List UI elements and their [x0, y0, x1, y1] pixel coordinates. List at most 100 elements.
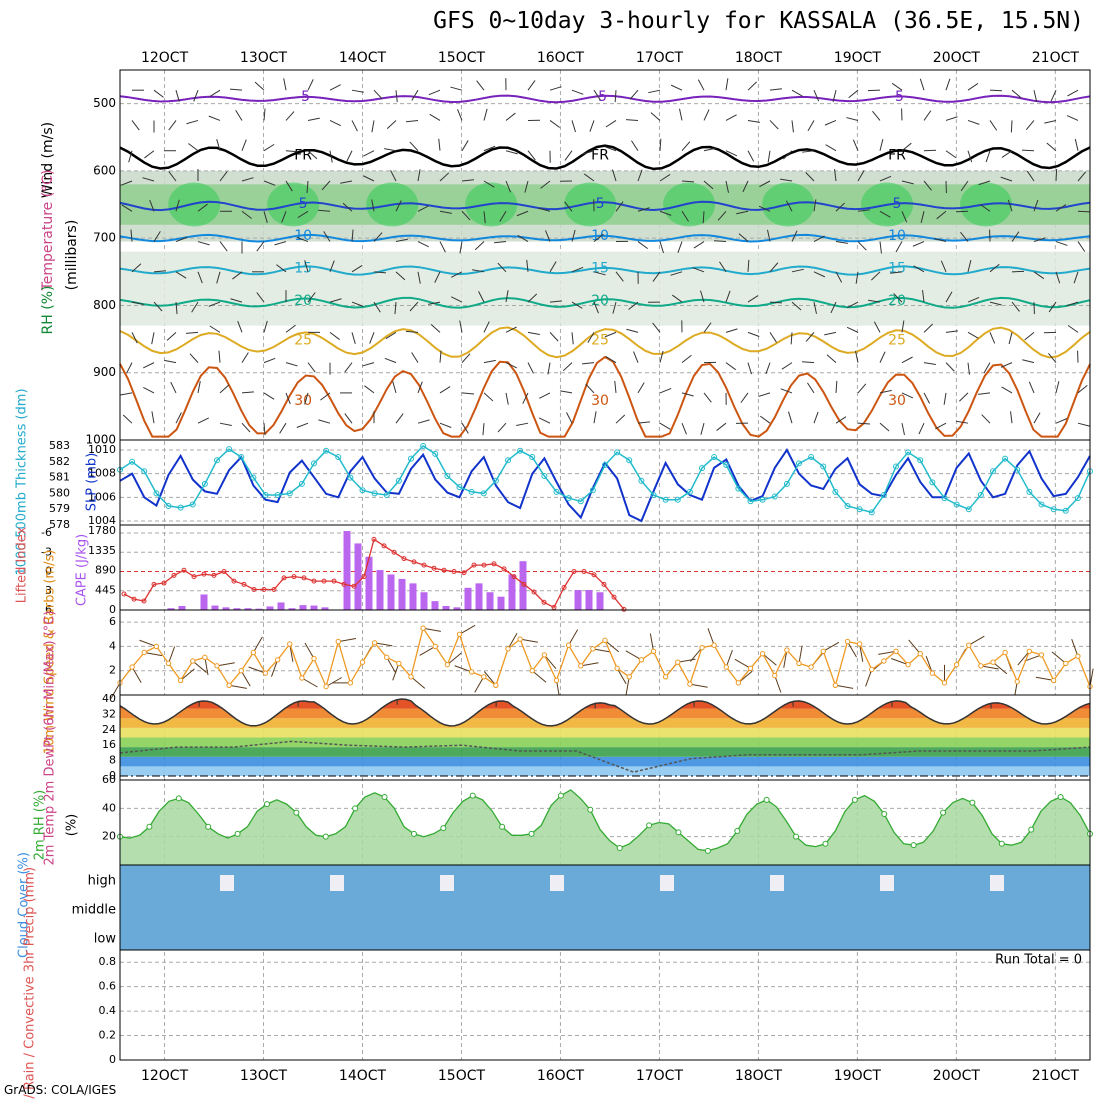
- cape-bar: [431, 601, 439, 610]
- wind-barb: [476, 80, 485, 91]
- wind-barb-10m: [616, 668, 627, 685]
- wind-barb: [1028, 381, 1035, 394]
- top-date-label: 21OCT: [1032, 50, 1080, 66]
- cape-bar: [288, 608, 296, 610]
- lifted-index-marker: [411, 559, 417, 565]
- wind-barb: [872, 110, 881, 121]
- wind-barb: [681, 180, 695, 183]
- wind-barb: [321, 180, 331, 191]
- wind-barb: [142, 362, 155, 369]
- thickness-line: [119, 445, 1091, 514]
- wind-barb: [659, 422, 671, 430]
- top-date-label: 16OCT: [537, 50, 585, 66]
- temp-tick-label: 40: [102, 692, 116, 705]
- cape-bar: [277, 602, 285, 610]
- wind-barb: [846, 326, 859, 333]
- li-tick-label: 3: [45, 584, 52, 597]
- thickness-marker: [977, 491, 984, 498]
- wind-barb: [241, 391, 254, 394]
- wind-barb: [505, 112, 516, 121]
- rh-marker: [528, 830, 535, 837]
- wind-barb: [571, 332, 574, 345]
- wind-barb: [241, 422, 251, 433]
- wind-barb: [791, 120, 794, 133]
- wind-barb: [219, 422, 232, 426]
- wind-barb: [306, 180, 309, 193]
- contour-label: 15: [888, 260, 906, 276]
- chart-title: GFS 0~10day 3-hourly for KASSALA (36.5E,…: [433, 8, 1084, 34]
- temp-tick-label: 16: [102, 738, 116, 751]
- li-tick-label: -6: [41, 526, 52, 539]
- wind-barb: [835, 416, 847, 424]
- wind-barb: [918, 422, 925, 435]
- thickness-marker: [311, 460, 317, 467]
- temp-color-band: [120, 737, 1090, 748]
- wind-barb: [936, 210, 947, 220]
- wind-barb: [922, 290, 925, 303]
- rh-marker: [704, 847, 711, 854]
- wind-barb: [659, 350, 664, 363]
- wind-barb: [747, 331, 760, 337]
- wind-barb: [1077, 384, 1088, 394]
- thickness-marker: [723, 461, 730, 468]
- wind-barb: [430, 323, 441, 333]
- cape-bar: [255, 608, 263, 610]
- wind-barb: [945, 78, 951, 91]
- wind-barb: [725, 362, 737, 371]
- wind-barb: [461, 140, 469, 151]
- rh-marker: [322, 833, 329, 840]
- lifted-index-marker: [321, 578, 327, 584]
- thickness-marker: [529, 454, 536, 461]
- wind-barb: [307, 292, 316, 303]
- thickness-marker: [650, 491, 657, 498]
- wind-barb: [439, 422, 452, 428]
- wind-barb: [1055, 204, 1067, 212]
- rh-marker: [234, 830, 241, 837]
- wind-speed-marker: [844, 638, 851, 645]
- wind-barb: [371, 199, 375, 212]
- wind-barb: [329, 84, 341, 91]
- thickness-marker: [286, 490, 293, 497]
- wind-barb-10m: [474, 676, 485, 693]
- temp-mask: [120, 695, 1090, 726]
- wind-barb-10m: [325, 677, 342, 687]
- thickness-marker: [686, 488, 693, 495]
- wind-barb: [193, 90, 199, 102]
- wind-barb: [813, 411, 819, 424]
- rh-marker: [910, 842, 917, 849]
- wind-barb: [1077, 241, 1086, 252]
- wind-barb-10m: [649, 633, 654, 652]
- cape-tick-label: 0: [109, 603, 116, 616]
- wind-speed-marker: [287, 641, 293, 647]
- contour-label: 25: [888, 332, 906, 348]
- wind-barb: [235, 110, 243, 121]
- wind-barb-10m: [1024, 654, 1042, 662]
- cape-bar: [486, 592, 494, 610]
- thickness-marker: [589, 487, 596, 494]
- cape-bar: [321, 607, 329, 610]
- wind-barb: [1055, 168, 1058, 182]
- contour-label: 30: [888, 393, 906, 409]
- wind-barb: [186, 331, 199, 334]
- wind-barb: [351, 332, 356, 345]
- wind-barb: [740, 392, 749, 403]
- wind-barb: [593, 301, 599, 314]
- rh-marker: [381, 794, 388, 800]
- wind-speed-marker: [929, 670, 936, 676]
- wind-speed-marker: [941, 680, 948, 686]
- wind-barb: [901, 423, 905, 436]
- wind-barb: [893, 293, 903, 303]
- wind-barb: [351, 120, 358, 132]
- panel-cape-bg: [120, 525, 1090, 610]
- thickness-marker: [420, 443, 427, 449]
- slp-tick-label: 1006: [88, 490, 116, 503]
- wind-barb: [346, 150, 353, 162]
- wind-speed-marker: [638, 657, 645, 663]
- wind-barb: [967, 331, 979, 339]
- thickness-marker: [274, 491, 281, 498]
- thickness-marker: [408, 455, 414, 462]
- wind-barb: [318, 209, 331, 212]
- wind-speed-marker: [784, 647, 790, 653]
- wind-barb: [230, 298, 243, 303]
- lifted-index-marker: [451, 569, 457, 574]
